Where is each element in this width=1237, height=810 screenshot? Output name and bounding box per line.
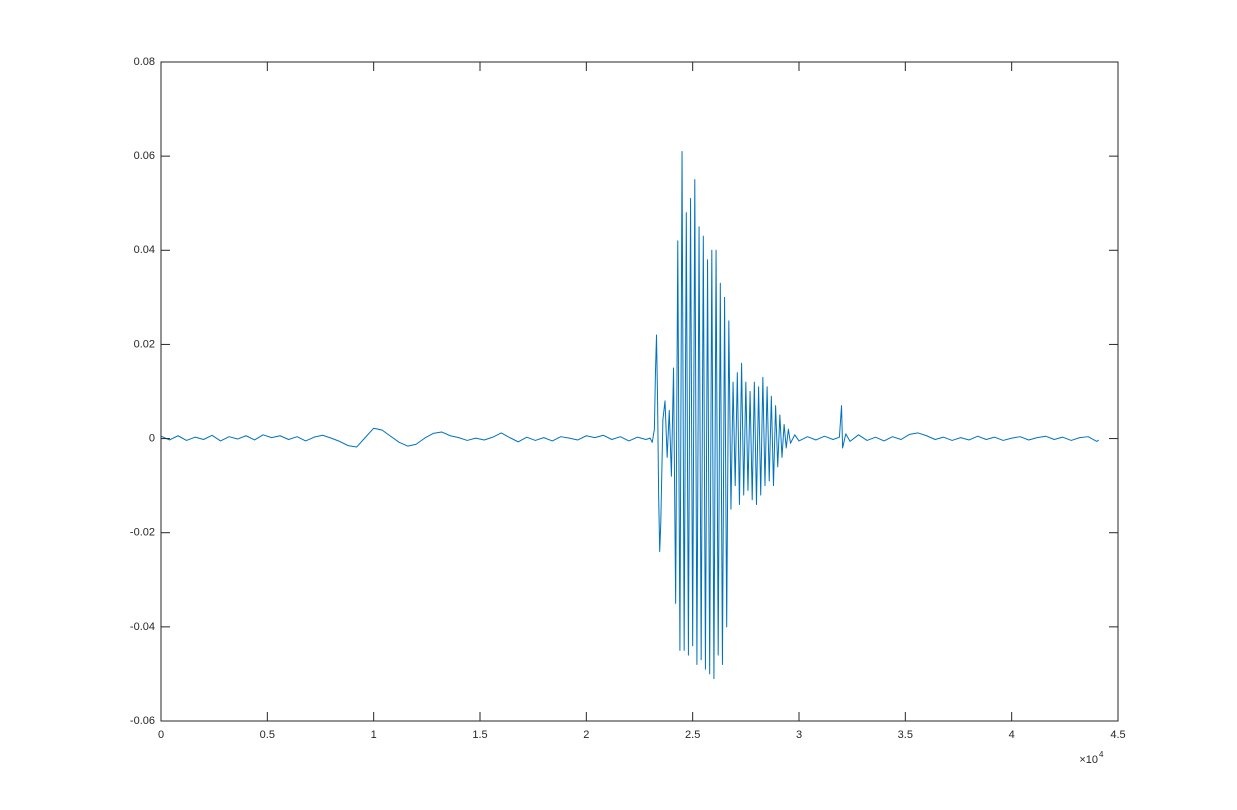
x-exponent-base: ×10 [1079,754,1098,766]
x-tick-label: 0.5 [260,729,275,741]
x-tick-label: 2 [583,729,589,741]
y-tick-label: -0.06 [130,715,155,727]
y-tick-label: -0.04 [130,621,155,633]
x-tick-label: 2.5 [685,729,700,741]
x-tick-label: 4 [1009,729,1015,741]
y-tick-label: -0.02 [130,527,155,539]
y-tick-label: 0.08 [134,56,155,68]
waveform-line [160,150,1100,680]
y-tick-label: 0.02 [134,338,155,350]
x-exponent-power: 4 [1099,750,1104,759]
x-tick-label: 4.5 [1110,729,1125,741]
x-tick-label: 3.5 [898,729,913,741]
x-tick-label: 1.5 [472,729,487,741]
x-tick-label: 0 [158,729,164,741]
y-tick-label: 0.04 [134,244,155,256]
x-tick-label: 3 [796,729,802,741]
x-tick-label: 1 [371,729,377,741]
axes-box [160,61,1119,722]
y-tick-label: 0 [149,432,155,444]
y-tick-label: 0.06 [134,150,155,162]
